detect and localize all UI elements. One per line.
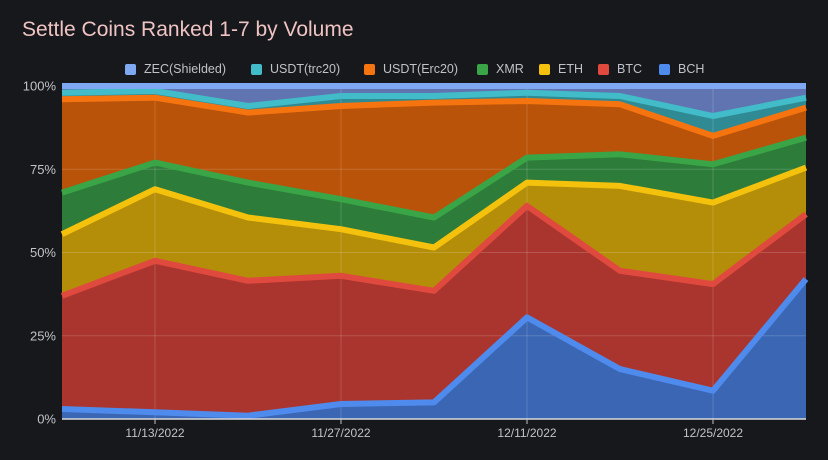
legend-swatch-btc [598, 63, 609, 75]
legend-label-xmr: XMR [496, 62, 524, 76]
y-tick-label: 50% [30, 245, 56, 260]
legend-item-usdt-trc20[interactable]: USDT(trc20) [251, 60, 340, 78]
x-tick-label: 11/13/2022 [125, 426, 184, 440]
legend-item-eth[interactable]: ETH [539, 60, 583, 78]
legend-label-usdt-erc20: USDT(Erc20) [383, 62, 459, 76]
legend-swatch-bch [659, 63, 670, 75]
area-usdt-erc20 [62, 97, 806, 218]
legend-swatch-eth [539, 63, 550, 75]
legend-label-btc: BTC [617, 62, 642, 76]
legend-swatch-xmr [477, 63, 488, 75]
area-btc [62, 205, 806, 416]
legend-swatch-usdt-trc20 [251, 63, 262, 75]
legend-label-bch: BCH [678, 62, 705, 76]
x-tick-label: 12/11/2022 [497, 426, 556, 440]
legend-item-zec-shielded[interactable]: ZEC(Shielded) [125, 60, 226, 78]
line-usdt-trc20 [61, 88, 807, 119]
y-tick-label: 100% [23, 79, 57, 94]
area-bch [62, 279, 806, 419]
legend-item-bch[interactable]: BCH [659, 60, 704, 78]
area-xmr [62, 137, 806, 248]
chart-title: Settle Coins Ranked 1-7 by Volume [22, 18, 354, 41]
legend-label-usdt-trc20: USDT(trc20) [270, 62, 341, 76]
series-lines [60, 83, 809, 419]
area-eth [62, 167, 806, 296]
x-tick-label: 12/25/2022 [683, 426, 743, 440]
y-tick-label: 75% [30, 162, 56, 177]
legend-label-zec-shielded: ZEC(Shielded) [144, 62, 226, 76]
legend-swatch-usdt-erc20 [364, 63, 375, 75]
legend: ZEC(Shielded) USDT(trc20) USDT(Erc20) XM… [0, 60, 828, 78]
line-eth [60, 164, 808, 251]
line-xmr [61, 134, 807, 221]
line-bch [61, 277, 809, 419]
line-usdt-erc20 [61, 94, 807, 139]
legend-item-usdt-erc20[interactable]: USDT(Erc20) [364, 60, 458, 78]
y-tick-label: 0% [37, 412, 56, 427]
line-btc [60, 202, 808, 299]
x-tick-label: 11/27/2022 [311, 426, 370, 440]
legend-label-eth: ETH [558, 62, 583, 76]
legend-item-btc[interactable]: BTC [598, 60, 642, 78]
y-tick-label: 25% [30, 328, 56, 343]
legend-item-xmr[interactable]: XMR [477, 60, 524, 78]
legend-swatch-zec-shielded [125, 63, 136, 75]
